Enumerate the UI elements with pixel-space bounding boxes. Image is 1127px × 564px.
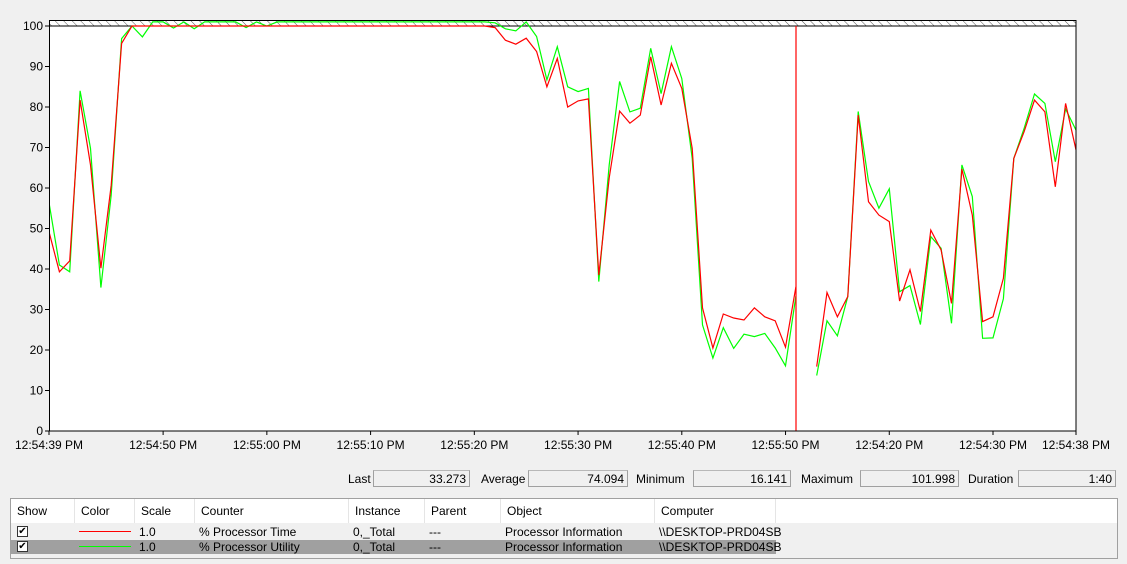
series-line — [49, 21, 797, 368]
cell-object: Processor Information — [505, 525, 623, 539]
x-tick-label: 12:54:30 PM — [959, 438, 1027, 452]
header-counter[interactable]: Counter — [195, 499, 349, 523]
average-value: 74.094 — [528, 470, 628, 487]
y-tick-label: 80 — [30, 100, 44, 114]
show-checkbox[interactable]: ✔ — [17, 541, 28, 552]
y-tick-label: 0 — [36, 424, 43, 438]
table-row[interactable]: ✔ 1.0 % Processor Time 0,_Total --- Processor… — [11, 525, 781, 539]
y-tick-label: 10 — [30, 384, 44, 398]
cell-computer: \\DESKTOP-PRD04SB — [659, 540, 782, 554]
cell-parent: --- — [429, 540, 441, 554]
y-tick-label: 50 — [30, 222, 44, 236]
header-object[interactable]: Object — [501, 499, 655, 523]
minimum-label: Minimum — [636, 472, 685, 486]
cell-counter: % Processor Utility — [199, 540, 300, 554]
last-value: 33.273 — [373, 470, 470, 487]
table-row[interactable]: ✔ 1.0 % Processor Utility 0,_Total --- Proces… — [11, 540, 781, 554]
series-line — [816, 92, 1076, 376]
duration-value: 1:40 — [1018, 470, 1116, 487]
x-tick-label: 12:54:38 PM — [1042, 438, 1110, 452]
table-header: Show Color Scale Counter Instance Parent… — [11, 499, 1117, 523]
y-tick-label: 70 — [30, 141, 44, 155]
last-label: Last — [348, 472, 371, 486]
series-line — [49, 25, 797, 351]
y-tick-label: 40 — [30, 262, 44, 276]
cell-scale: 1.0 — [139, 525, 156, 539]
header-scale[interactable]: Scale — [135, 499, 195, 523]
x-tick-label: 12:55:30 PM — [544, 438, 612, 452]
x-tick-label: 12:54:50 PM — [129, 438, 197, 452]
color-swatch — [79, 531, 131, 532]
y-tick-label: 60 — [30, 181, 44, 195]
cell-computer: \\DESKTOP-PRD04SB — [659, 525, 782, 539]
x-tick-label: 12:55:50 PM — [752, 438, 820, 452]
y-tick-label: 100 — [23, 19, 43, 33]
cell-instance: 0,_Total — [353, 540, 396, 554]
average-label: Average — [481, 472, 526, 486]
maximum-value: 101.998 — [860, 470, 959, 487]
duration-label: Duration — [968, 472, 1014, 486]
color-swatch — [79, 546, 131, 547]
x-tick-label: 12:55:10 PM — [337, 438, 405, 452]
y-tick-label: 20 — [30, 343, 44, 357]
cell-object: Processor Information — [505, 540, 623, 554]
cell-scale: 1.0 — [139, 540, 156, 554]
header-computer[interactable]: Computer — [655, 499, 776, 523]
cell-instance: 0,_Total — [353, 525, 396, 539]
counter-legend-table[interactable]: Show Color Scale Counter Instance Parent… — [10, 498, 1118, 559]
x-tick-label: 12:55:20 PM — [440, 438, 508, 452]
series-line — [816, 98, 1076, 367]
overflow-hatch — [49, 20, 1076, 26]
cell-counter: % Processor Time — [199, 525, 297, 539]
header-show[interactable]: Show — [11, 499, 75, 523]
y-tick-label: 30 — [30, 303, 44, 317]
x-tick-label: 12:54:39 PM — [15, 438, 83, 452]
x-tick-label: 12:54:20 PM — [855, 438, 923, 452]
plot-frame — [49, 20, 1077, 432]
y-tick-label: 90 — [30, 60, 44, 74]
minimum-value: 16.141 — [693, 470, 791, 487]
header-parent[interactable]: Parent — [425, 499, 501, 523]
cell-parent: --- — [429, 525, 441, 539]
x-tick-label: 12:55:00 PM — [233, 438, 301, 452]
plot-area — [49, 20, 1076, 431]
header-color[interactable]: Color — [75, 499, 135, 523]
header-instance[interactable]: Instance — [349, 499, 425, 523]
show-checkbox[interactable]: ✔ — [17, 526, 28, 537]
maximum-label: Maximum — [801, 472, 854, 486]
x-tick-label: 12:55:40 PM — [648, 438, 716, 452]
